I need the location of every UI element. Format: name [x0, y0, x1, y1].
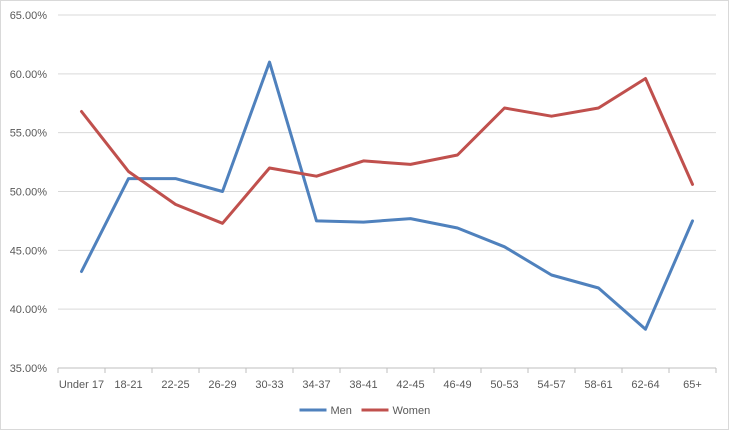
- y-tick-label: 35.00%: [10, 363, 48, 375]
- x-tick-label: 58-61: [584, 379, 612, 391]
- y-tick-label: 65.00%: [10, 10, 48, 22]
- x-axis-tick-labels: Under 17 18-21 22-25 26-29 30-33 34-37 38-41 42…: [59, 379, 702, 391]
- series-lines: [80, 60, 694, 331]
- x-tick-label: 26-29: [208, 379, 236, 391]
- x-tick-label: 62-64: [631, 379, 659, 391]
- y-tick-label: 45.00%: [10, 245, 48, 257]
- x-tick-label: 42-45: [396, 379, 424, 391]
- x-tick-label: 18-21: [114, 379, 142, 391]
- y-tick-label: 55.00%: [10, 128, 48, 140]
- y-tick-label: 60.00%: [10, 69, 48, 81]
- x-tick-label: 54-57: [537, 379, 565, 391]
- gridlines: [57, 14, 717, 373]
- legend-label-men: Men: [331, 405, 352, 417]
- x-tick-label: 34-37: [302, 379, 330, 391]
- y-tick-label: 50.00%: [10, 187, 48, 199]
- x-tick-label: Under 17: [59, 379, 104, 391]
- y-tick-label: 40.00%: [10, 304, 48, 316]
- x-tick-label: 65+: [683, 379, 702, 391]
- x-tick-label: 46-49: [443, 379, 471, 391]
- series-line-women: [80, 77, 694, 225]
- x-tick-label: 30-33: [255, 379, 283, 391]
- legend-label-women: Women: [393, 405, 431, 417]
- x-tick-label: 22-25: [161, 379, 189, 391]
- x-tick-label: 50-53: [490, 379, 518, 391]
- legend: Men Women: [299, 405, 431, 417]
- y-axis-tick-labels: 35.00% 40.00% 45.00% 50.00% 55.00% 60.00% 65.0…: [10, 10, 48, 375]
- x-tick-label: 38-41: [349, 379, 377, 391]
- series-line-men: [80, 60, 694, 331]
